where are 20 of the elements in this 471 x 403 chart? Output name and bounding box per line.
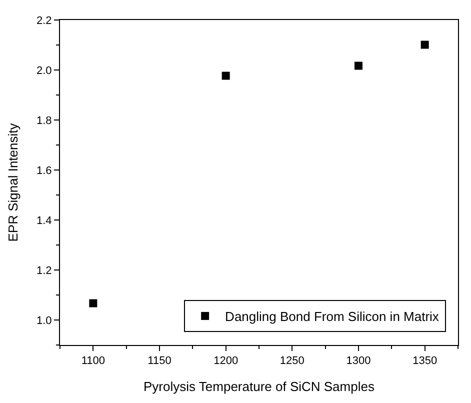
y-tick-label: 2.0 <box>36 64 52 77</box>
y-tick-label: 1.4 <box>36 214 52 227</box>
x-axis-title: Pyrolysis Temperature of SiCN Samples <box>144 378 375 394</box>
x-tick-label: 1250 <box>280 355 304 368</box>
point <box>222 72 230 80</box>
legend-label: Dangling Bond From Silicon in Matrix <box>225 309 440 324</box>
x-tick-label: 1200 <box>214 355 238 368</box>
y-tick-label: 1.8 <box>36 114 52 127</box>
y-tick-label: 1.0 <box>36 314 52 327</box>
point <box>354 62 362 70</box>
y-axis-title: EPR Signal Intensity <box>5 122 20 242</box>
x-tick-label: 1100 <box>81 355 105 368</box>
x-tick-label: 1300 <box>346 355 371 368</box>
y-tick-label: 1.6 <box>36 164 52 177</box>
point <box>89 299 98 308</box>
x-tick-label: 1150 <box>148 355 172 368</box>
y-tick-label: 2.2 <box>36 14 52 27</box>
point <box>420 40 429 49</box>
y-tick-label: 1.2 <box>36 264 52 277</box>
x-tick-label: 1350 <box>412 355 438 368</box>
